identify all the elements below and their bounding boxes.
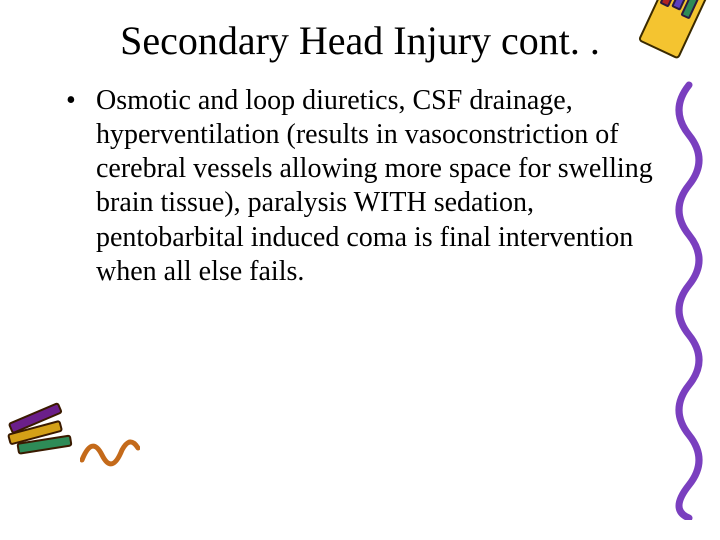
squiggle-right-icon (664, 80, 714, 520)
bullet-item: Osmotic and loop diuretics, CSF drainage… (96, 84, 660, 289)
slide-container: Secondary Head Injury cont. . Osmotic an… (0, 0, 720, 540)
squiggle-bottom-left-icon (80, 430, 140, 470)
bullet-list: Osmotic and loop diuretics, CSF drainage… (60, 84, 660, 289)
slide-title: Secondary Head Injury cont. . (60, 18, 660, 64)
